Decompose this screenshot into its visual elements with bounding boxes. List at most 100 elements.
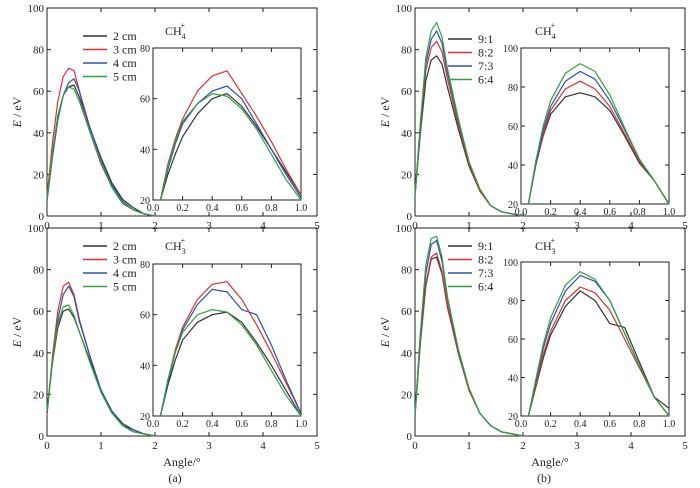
main-x-tick-label: 2 [152,440,158,452]
inset-x-tick-label: 1.0 [295,203,308,214]
inset-x-tick-label: 0.8 [265,419,278,430]
inset-y-tick-label: 20 [508,412,518,423]
ion-superscript: + [181,236,186,245]
inset-y-tick-label: 80 [140,260,150,271]
inset-frame [520,261,670,417]
inset-x-tick-label: 1.0 [663,419,676,430]
main-x-tick-label: 4 [260,220,266,232]
inset-series-line-1 [527,80,670,205]
main-y-tick-label: 80 [401,265,413,277]
main-x-tick-label: 0 [412,220,418,232]
main-series-line-1 [414,252,524,437]
inset-y-tick-label: 80 [508,297,518,308]
main-y-tick-label: 40 [401,128,413,140]
legend-label: 6:4 [478,280,493,294]
legend-label: 5 cm [113,70,137,84]
main-y-tick-label: 40 [401,348,413,360]
y-axis-label: E / eV [10,96,24,128]
inset-series-line-2 [159,85,302,201]
legend-label: 6:4 [478,73,493,87]
main-y-tick-label: 0 [39,211,45,223]
inset-frame [152,263,302,417]
inset-x-tick-label: 0.6 [604,419,617,430]
legend-label: 4 cm [113,266,137,280]
x-axis-label: Angle/° [531,455,569,469]
main-y-tick-label: 100 [396,3,413,15]
main-series-line-1 [46,67,156,217]
ion-subscript: 4 [182,32,186,41]
main-y-tick-label: 100 [28,223,45,235]
main-series-line-2 [414,239,524,437]
main-x-tick-label: 5 [682,440,688,452]
inset-y-tick-label: 80 [140,44,150,55]
main-x-tick-label: 1 [466,440,472,452]
inset-x-tick-label: 0.4 [206,203,219,214]
y-axis-label: E / eV [378,96,392,128]
inset-y-tick-label: 20 [140,412,150,423]
inset-x-tick-label: 0.0 [515,207,528,218]
inset-x-tick-label: 0.6 [236,203,249,214]
caption-b: (b) [537,471,551,485]
main-y-tick-label: 0 [407,211,413,223]
main-frame [46,7,318,217]
ion-subscript: 3 [182,247,186,256]
main-y-tick-label: 0 [407,431,413,443]
main-x-tick-label: 3 [206,440,212,452]
main-y-tick-label: 60 [33,306,45,318]
inset-series-line-3 [159,92,302,201]
ion-base: CH [165,239,182,253]
main-x-tick-label: 0 [44,440,50,452]
main-x-tick-label: 1 [466,220,472,232]
inset-x-tick-label: 0.4 [574,207,587,218]
inset-x-tick-label: 0.8 [633,419,646,430]
inset-y-tick-label: 60 [508,335,518,346]
ion-superscript: + [551,21,556,30]
inset-x-tick-label: 0.2 [176,203,189,214]
main-y-tick-label: 0 [39,431,45,443]
legend-label: 2 cm [113,29,137,43]
main-x-tick-label: 2 [520,440,526,452]
inset-x-tick-label: 0.2 [544,419,557,430]
main-x-tick-label: 4 [260,440,266,452]
ion-base: CH [535,239,552,253]
ion-subscript: 3 [552,247,556,256]
inset-x-tick-label: 0.0 [147,419,160,430]
main-series-line-3 [46,86,156,217]
main-frame [46,227,318,437]
panel-a-top: 0 1 2 3 4 5 0 20 40 60 80 100 E / eV 2 cm3 cm4 cm5 cm… [10,3,320,232]
inset-x-tick-label: 0.2 [544,207,557,218]
inset-x-tick-label: 0.6 [236,419,249,430]
ion-superscript: + [181,21,186,30]
inset-x-tick-label: 0.6 [604,207,617,218]
inset-x-tick-label: 0.0 [515,419,528,430]
inset-x-tick-label: 0.0 [147,203,160,214]
main-x-tick-label: 5 [682,220,688,232]
main-series-line-3 [414,235,524,437]
main-y-tick-label: 100 [396,223,413,235]
legend-label: 9:1 [478,239,493,253]
main-x-tick-label: 1 [98,220,104,232]
inset-y-tick-label: 80 [508,83,518,94]
caption-a: (a) [168,471,181,485]
main-series-line-2 [46,285,156,437]
main-series-line-2 [46,78,156,217]
inset-x-tick-label: 1.0 [295,419,308,430]
inset-y-tick-label: 100 [503,258,518,269]
main-y-tick-label: 60 [401,306,413,318]
legend-label: 8:2 [478,46,493,60]
main-x-tick-label: 2 [520,220,526,232]
main-x-tick-label: 0 [44,220,50,232]
inset-x-tick-label: 0.4 [206,419,219,430]
inset-y-tick-label: 40 [140,145,150,156]
inset-series-line-1 [159,70,302,201]
main-x-tick-label: 3 [574,440,580,452]
main-x-tick-label: 2 [152,220,158,232]
inset-x-tick-label: 1.0 [663,207,676,218]
main-y-tick-label: 80 [33,45,45,57]
main-x-tick-label: 3 [206,220,212,232]
inset-chart: 0.0 0.2 0.4 0.6 0.8 1.0 20 40 60 80 100 [503,258,675,430]
legend-label: 7:3 [478,59,493,73]
